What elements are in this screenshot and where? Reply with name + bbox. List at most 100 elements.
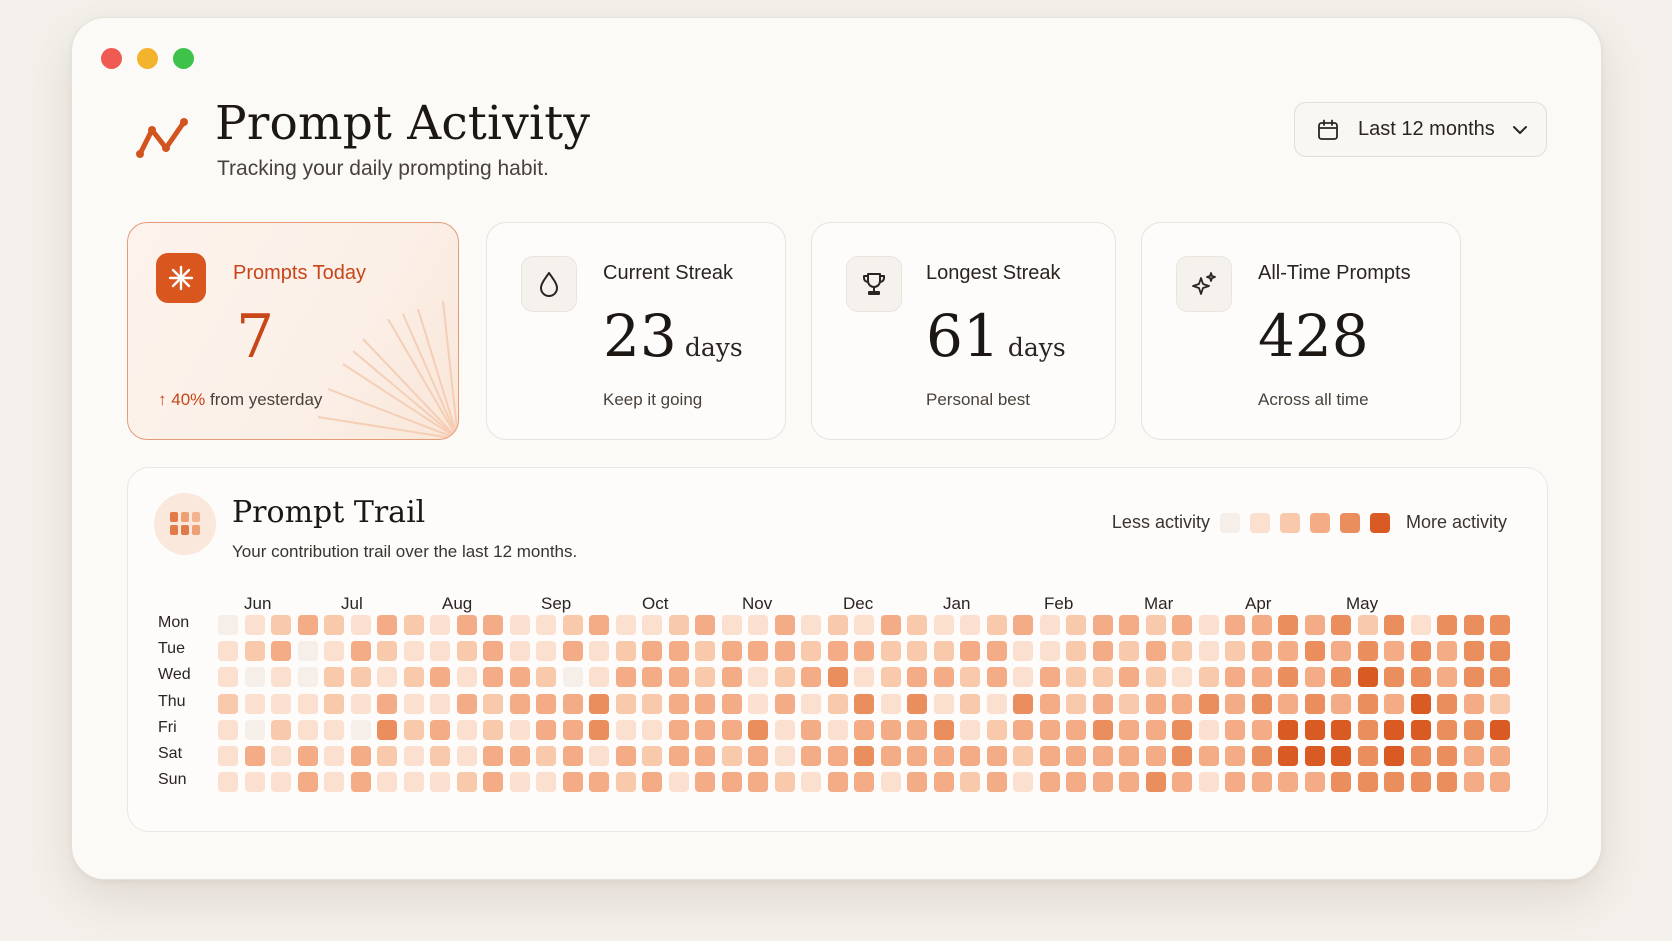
activity-cell[interactable] [880, 667, 901, 688]
activity-cell[interactable] [1039, 693, 1060, 714]
activity-cell[interactable] [880, 746, 901, 766]
activity-cell[interactable] [324, 615, 344, 635]
activity-cell[interactable] [271, 641, 291, 662]
activity-cell[interactable] [1092, 746, 1113, 766]
activity-cell[interactable] [1251, 772, 1272, 793]
activity-cell[interactable] [695, 667, 715, 688]
activity-cell[interactable] [1145, 719, 1166, 740]
activity-cell[interactable] [960, 719, 980, 740]
activity-cell[interactable] [1384, 667, 1404, 688]
activity-cell[interactable] [1490, 615, 1510, 635]
activity-cell[interactable] [1013, 641, 1033, 662]
activity-cell[interactable] [1331, 772, 1351, 793]
activity-cell[interactable] [748, 615, 768, 635]
activity-cell[interactable] [1437, 746, 1457, 766]
activity-cell[interactable] [244, 772, 265, 793]
activity-cell[interactable] [350, 719, 371, 740]
activity-cell[interactable] [430, 693, 450, 714]
activity-cell[interactable] [721, 641, 742, 662]
activity-cell[interactable] [483, 693, 503, 714]
activity-cell[interactable] [1410, 693, 1431, 714]
activity-cell[interactable] [297, 746, 318, 766]
activity-cell[interactable] [933, 615, 954, 635]
activity-cell[interactable] [1490, 719, 1510, 740]
activity-cell[interactable] [1198, 667, 1219, 688]
date-range-dropdown[interactable]: Last 12 months [1294, 102, 1547, 157]
activity-cell[interactable] [854, 615, 874, 635]
activity-cell[interactable] [1172, 772, 1192, 793]
activity-cell[interactable] [1463, 719, 1484, 740]
activity-cell[interactable] [1278, 667, 1298, 688]
activity-cell[interactable] [1357, 615, 1378, 635]
activity-cell[interactable] [456, 746, 477, 766]
activity-cell[interactable] [1357, 693, 1378, 714]
activity-cell[interactable] [1066, 719, 1086, 740]
activity-cell[interactable] [1278, 772, 1298, 793]
activity-cell[interactable] [907, 719, 927, 740]
activity-cell[interactable] [1357, 641, 1378, 662]
activity-cell[interactable] [1013, 719, 1033, 740]
activity-cell[interactable] [324, 719, 344, 740]
activity-cell[interactable] [271, 693, 291, 714]
activity-cell[interactable] [1384, 615, 1404, 635]
activity-cell[interactable] [1490, 641, 1510, 662]
activity-cell[interactable] [854, 641, 874, 662]
activity-cell[interactable] [456, 719, 477, 740]
activity-cell[interactable] [642, 693, 662, 714]
activity-cell[interactable] [615, 693, 636, 714]
activity-cell[interactable] [1278, 615, 1298, 635]
activity-cell[interactable] [748, 641, 768, 662]
activity-cell[interactable] [1251, 615, 1272, 635]
activity-cell[interactable] [324, 693, 344, 714]
activity-cell[interactable] [483, 772, 503, 793]
activity-cell[interactable] [562, 746, 583, 766]
activity-cell[interactable] [1304, 615, 1325, 635]
activity-cell[interactable] [509, 667, 530, 688]
activity-cell[interactable] [562, 772, 583, 793]
activity-cell[interactable] [271, 746, 291, 766]
activity-cell[interactable] [827, 615, 848, 635]
activity-cell[interactable] [1119, 772, 1139, 793]
activity-cell[interactable] [536, 693, 556, 714]
activity-cell[interactable] [986, 719, 1007, 740]
activity-cell[interactable] [589, 615, 609, 635]
activity-cell[interactable] [1251, 667, 1272, 688]
activity-cell[interactable] [244, 615, 265, 635]
activity-cell[interactable] [271, 615, 291, 635]
activity-cell[interactable] [589, 693, 609, 714]
activity-cell[interactable] [1251, 693, 1272, 714]
activity-cell[interactable] [642, 641, 662, 662]
activity-cell[interactable] [297, 615, 318, 635]
activity-cell[interactable] [562, 693, 583, 714]
activity-cell[interactable] [244, 719, 265, 740]
activity-cell[interactable] [854, 667, 874, 688]
activity-cell[interactable] [350, 693, 371, 714]
activity-cell[interactable] [536, 667, 556, 688]
activity-cell[interactable] [907, 641, 927, 662]
activity-cell[interactable] [1410, 746, 1431, 766]
activity-cell[interactable] [1039, 641, 1060, 662]
activity-cell[interactable] [933, 746, 954, 766]
activity-cell[interactable] [403, 693, 424, 714]
activity-cell[interactable] [1410, 772, 1431, 793]
activity-cell[interactable] [907, 693, 927, 714]
activity-cell[interactable] [986, 693, 1007, 714]
activity-cell[interactable] [827, 719, 848, 740]
activity-cell[interactable] [218, 693, 238, 714]
activity-cell[interactable] [483, 746, 503, 766]
activity-cell[interactable] [668, 772, 689, 793]
activity-cell[interactable] [1331, 719, 1351, 740]
activity-cell[interactable] [1039, 667, 1060, 688]
activity-cell[interactable] [483, 719, 503, 740]
activity-cell[interactable] [1251, 746, 1272, 766]
activity-cell[interactable] [642, 719, 662, 740]
activity-cell[interactable] [1225, 746, 1245, 766]
activity-cell[interactable] [933, 693, 954, 714]
activity-cell[interactable] [377, 746, 397, 766]
activity-cell[interactable] [1198, 772, 1219, 793]
activity-cell[interactable] [483, 641, 503, 662]
activity-cell[interactable] [1410, 667, 1431, 688]
activity-cell[interactable] [456, 667, 477, 688]
activity-cell[interactable] [960, 641, 980, 662]
activity-cell[interactable] [1039, 719, 1060, 740]
